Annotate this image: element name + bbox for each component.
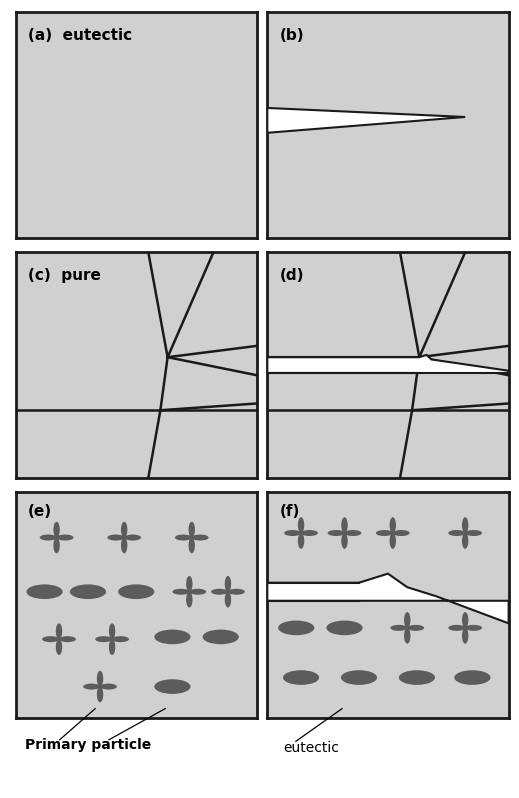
Ellipse shape (186, 592, 193, 607)
Ellipse shape (298, 533, 304, 549)
Ellipse shape (228, 589, 245, 595)
Ellipse shape (225, 592, 231, 607)
Ellipse shape (342, 517, 348, 533)
Ellipse shape (301, 530, 318, 536)
Ellipse shape (454, 670, 490, 685)
Ellipse shape (107, 535, 124, 540)
Ellipse shape (465, 530, 482, 536)
Ellipse shape (345, 530, 361, 536)
Ellipse shape (189, 589, 206, 595)
Ellipse shape (448, 625, 465, 631)
Ellipse shape (393, 530, 409, 536)
Ellipse shape (407, 625, 424, 631)
Ellipse shape (70, 584, 106, 599)
Polygon shape (267, 108, 465, 132)
Ellipse shape (175, 535, 192, 540)
Ellipse shape (462, 612, 468, 628)
Ellipse shape (192, 535, 209, 540)
Text: (e): (e) (28, 504, 52, 519)
Ellipse shape (376, 530, 393, 536)
Ellipse shape (118, 584, 154, 599)
Text: (d): (d) (279, 268, 304, 283)
Ellipse shape (172, 589, 189, 595)
Ellipse shape (53, 538, 60, 553)
Ellipse shape (109, 623, 115, 639)
Ellipse shape (465, 625, 482, 631)
Text: Primary particle: Primary particle (25, 738, 152, 753)
Ellipse shape (154, 679, 190, 694)
Ellipse shape (326, 621, 363, 635)
Ellipse shape (202, 630, 239, 644)
Ellipse shape (283, 670, 319, 685)
Ellipse shape (97, 671, 103, 686)
Text: (c)  pure: (c) pure (28, 268, 101, 283)
Ellipse shape (462, 517, 468, 533)
Text: (a)  eutectic: (a) eutectic (28, 28, 132, 43)
Ellipse shape (188, 522, 195, 538)
Text: (b): (b) (279, 28, 304, 43)
Ellipse shape (26, 584, 63, 599)
Ellipse shape (390, 517, 396, 533)
Ellipse shape (278, 621, 315, 635)
Text: (f): (f) (279, 504, 300, 519)
Ellipse shape (56, 639, 62, 655)
Ellipse shape (390, 533, 396, 549)
Ellipse shape (448, 530, 465, 536)
Ellipse shape (53, 522, 60, 538)
Ellipse shape (284, 530, 301, 536)
Ellipse shape (39, 535, 57, 540)
Ellipse shape (342, 533, 348, 549)
Ellipse shape (341, 670, 377, 685)
Ellipse shape (462, 533, 468, 549)
Ellipse shape (97, 686, 103, 702)
Ellipse shape (121, 538, 127, 553)
Polygon shape (267, 574, 509, 623)
Ellipse shape (83, 684, 100, 689)
Ellipse shape (57, 535, 74, 540)
Ellipse shape (390, 625, 407, 631)
Ellipse shape (327, 530, 345, 536)
Ellipse shape (109, 639, 115, 655)
Ellipse shape (154, 630, 190, 644)
Ellipse shape (186, 576, 193, 592)
Ellipse shape (59, 636, 76, 642)
Ellipse shape (188, 538, 195, 553)
Ellipse shape (56, 623, 62, 639)
Ellipse shape (95, 636, 112, 642)
Ellipse shape (42, 636, 59, 642)
Ellipse shape (211, 589, 228, 595)
Ellipse shape (404, 612, 411, 628)
Ellipse shape (100, 684, 117, 689)
Ellipse shape (121, 522, 127, 538)
Ellipse shape (124, 535, 141, 540)
Ellipse shape (298, 517, 304, 533)
Polygon shape (267, 355, 509, 373)
Ellipse shape (404, 628, 411, 644)
Ellipse shape (225, 576, 231, 592)
Text: eutectic: eutectic (283, 741, 339, 755)
Ellipse shape (462, 628, 468, 644)
Ellipse shape (399, 670, 435, 685)
Ellipse shape (112, 636, 129, 642)
